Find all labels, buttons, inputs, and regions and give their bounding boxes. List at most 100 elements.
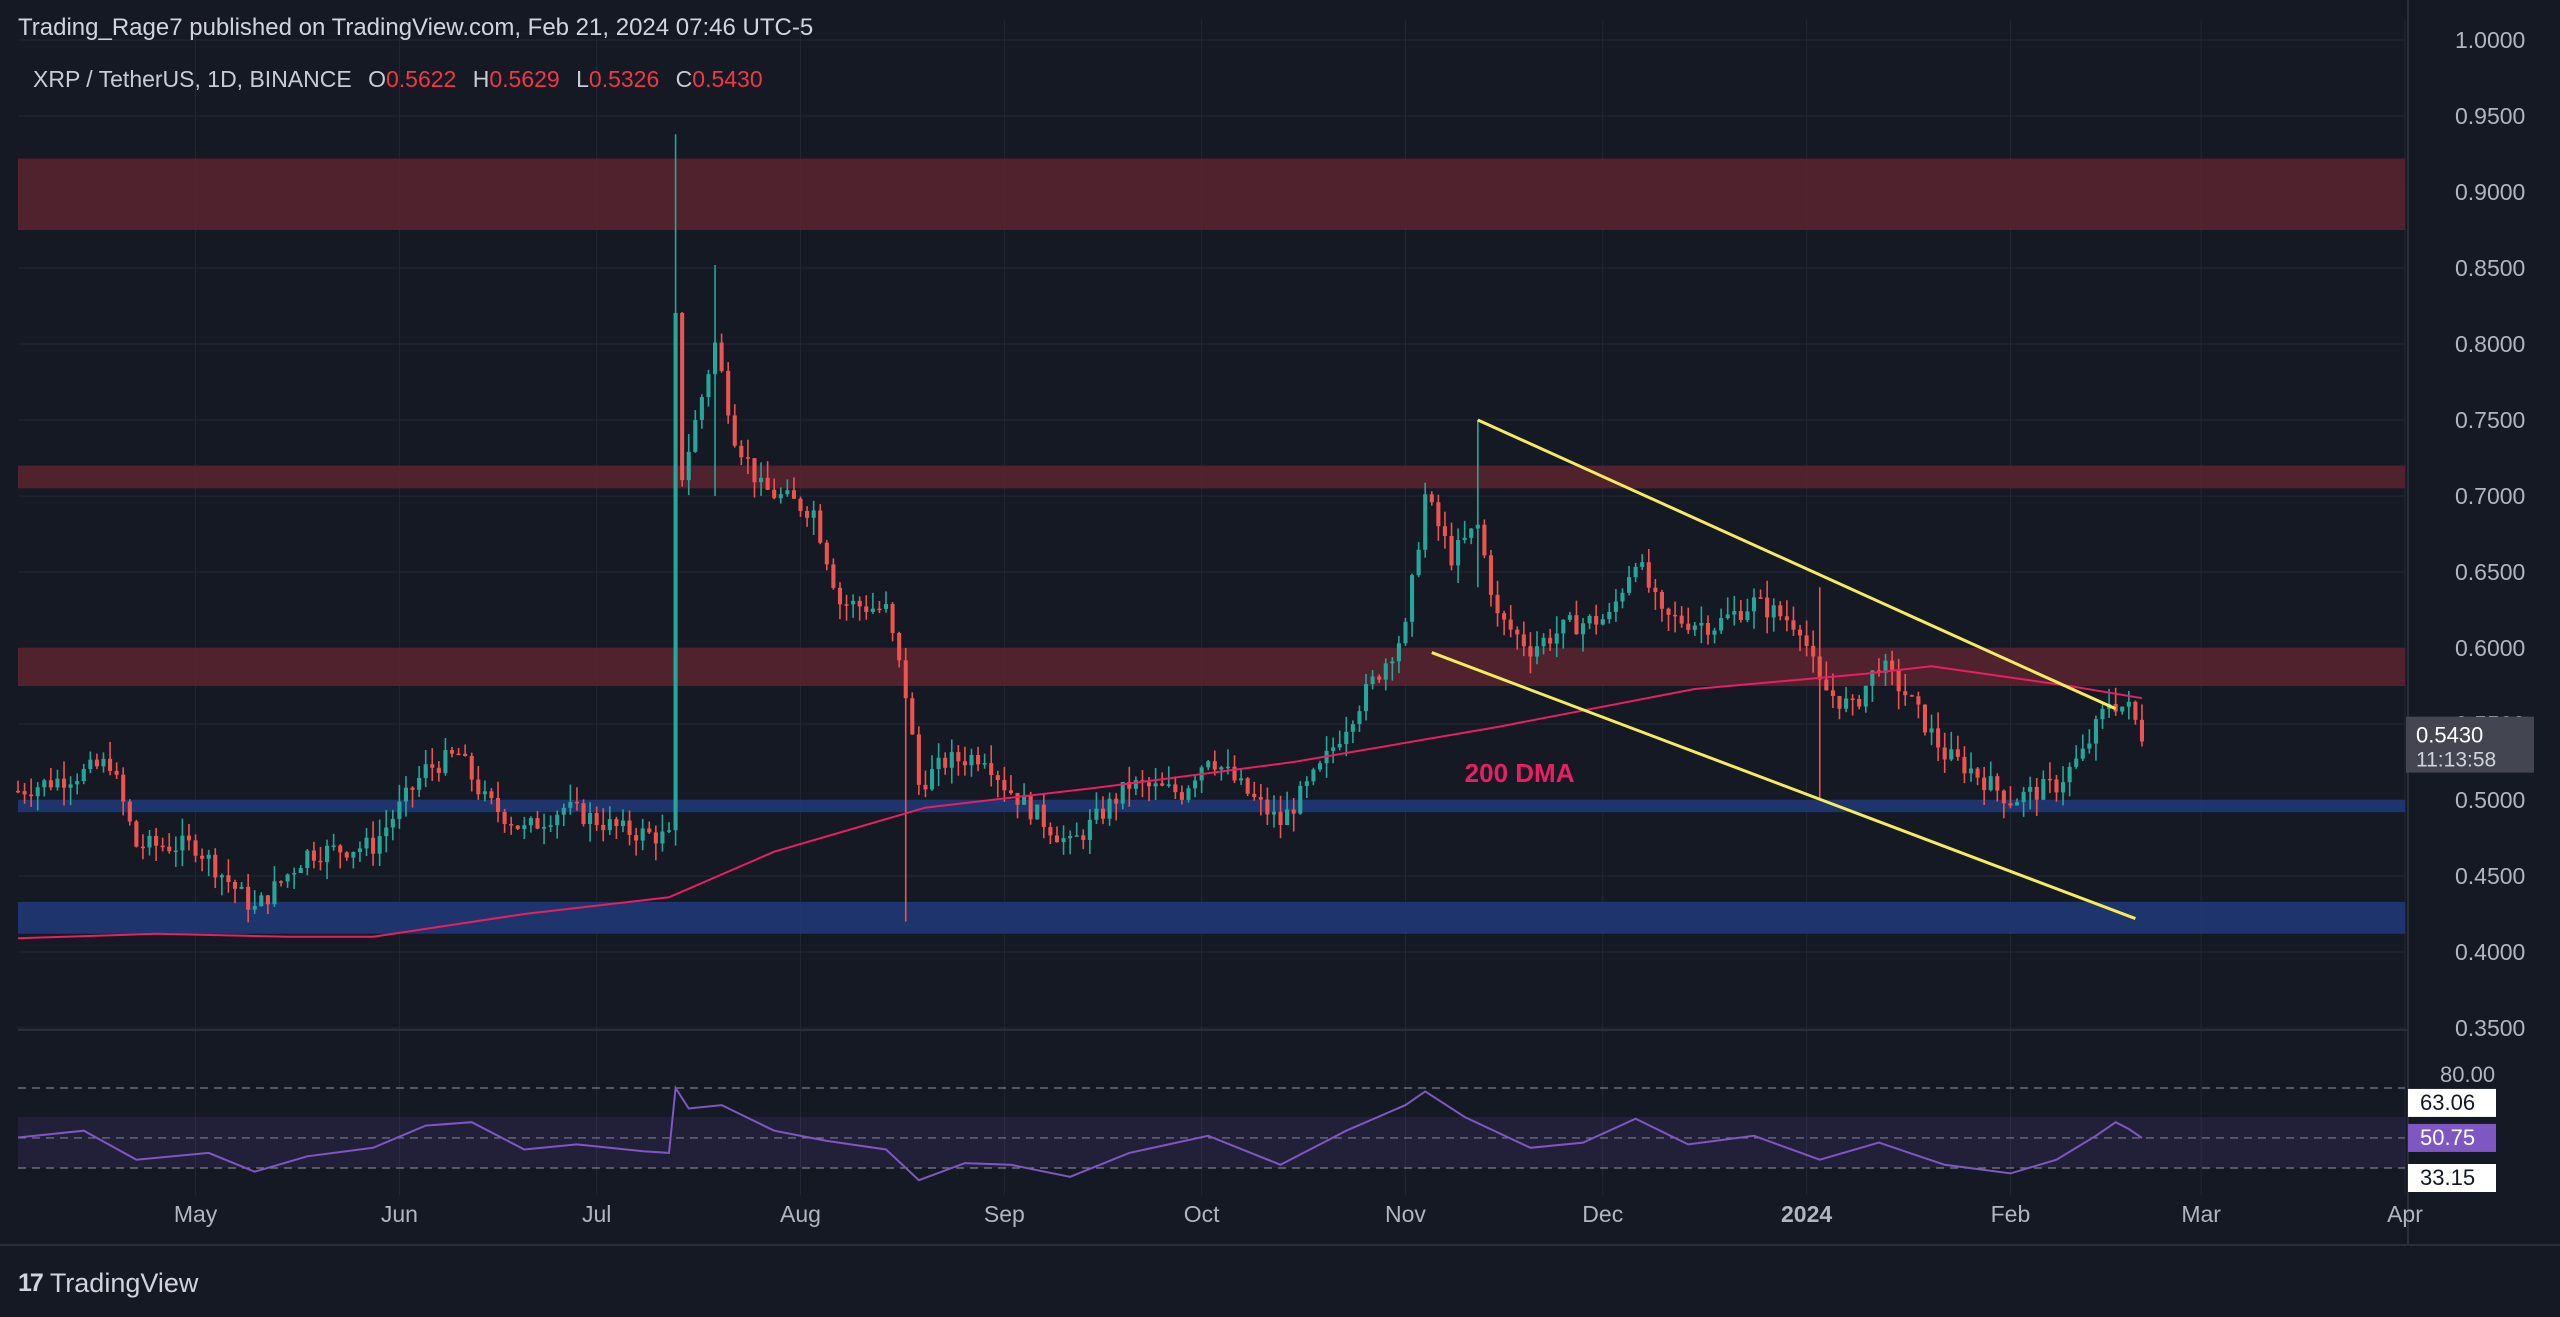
- candle-body[interactable]: [680, 312, 685, 481]
- candle-body[interactable]: [1206, 761, 1211, 768]
- candle-body[interactable]: [2139, 719, 2145, 742]
- candle-body[interactable]: [1712, 630, 1717, 635]
- candle-body[interactable]: [213, 854, 218, 878]
- candle-body[interactable]: [1146, 782, 1152, 787]
- candle-body[interactable]: [2041, 778, 2046, 800]
- candle-body[interactable]: [1258, 797, 1263, 800]
- candle-body[interactable]: [1607, 611, 1612, 620]
- candle-body[interactable]: [837, 587, 843, 605]
- candle-body[interactable]: [449, 750, 455, 754]
- candle-body[interactable]: [759, 477, 764, 483]
- candle-body[interactable]: [686, 451, 691, 481]
- candle-body[interactable]: [1114, 798, 1119, 804]
- candle-body[interactable]: [1331, 747, 1336, 751]
- candle-body[interactable]: [154, 835, 159, 846]
- candle-body[interactable]: [2061, 782, 2066, 793]
- candle-body[interactable]: [68, 784, 73, 788]
- candle-body[interactable]: [180, 835, 185, 851]
- candle-body[interactable]: [2074, 758, 2079, 767]
- candle-body[interactable]: [752, 458, 757, 483]
- candle-body[interactable]: [1988, 776, 1993, 791]
- candle-body[interactable]: [1482, 524, 1487, 556]
- candle-body[interactable]: [75, 781, 80, 785]
- candle-body[interactable]: [1666, 608, 1671, 615]
- candle-body[interactable]: [588, 812, 593, 825]
- candle-body[interactable]: [443, 750, 448, 774]
- candle-body[interactable]: [108, 758, 113, 771]
- candle-body[interactable]: [1212, 761, 1217, 770]
- candle-body[interactable]: [1673, 614, 1678, 617]
- candle-body[interactable]: [1456, 540, 1461, 566]
- candle-body[interactable]: [167, 846, 172, 852]
- candle-body[interactable]: [1791, 620, 1796, 630]
- candle-body[interactable]: [489, 791, 494, 799]
- candle-body[interactable]: [831, 564, 836, 588]
- candle-body[interactable]: [1173, 784, 1178, 793]
- candle-body[interactable]: [2087, 743, 2092, 749]
- candle-body[interactable]: [1508, 619, 1513, 630]
- candle-body[interactable]: [239, 886, 244, 889]
- candle-body[interactable]: [1784, 616, 1789, 621]
- candle-body[interactable]: [1061, 838, 1066, 843]
- candle-body[interactable]: [42, 780, 47, 788]
- candle-body[interactable]: [1048, 827, 1053, 836]
- candle-body[interactable]: [1160, 783, 1165, 786]
- candle-body[interactable]: [581, 803, 586, 825]
- candle-body[interactable]: [923, 784, 928, 790]
- candle-body[interactable]: [15, 790, 21, 793]
- candle-body[interactable]: [35, 787, 40, 797]
- candle-body[interactable]: [2047, 778, 2052, 781]
- candle-body[interactable]: [278, 881, 284, 883]
- candle-body[interactable]: [173, 850, 178, 852]
- candle-body[interactable]: [1239, 778, 1244, 781]
- candle-body[interactable]: [1817, 656, 1822, 680]
- candle-body[interactable]: [1936, 728, 1941, 748]
- candle-body[interactable]: [397, 801, 402, 819]
- candle-body[interactable]: [877, 608, 882, 611]
- candle-body[interactable]: [1370, 676, 1375, 685]
- candle-body[interactable]: [568, 801, 573, 808]
- candle-body[interactable]: [1291, 809, 1296, 814]
- candle-body[interactable]: [1646, 562, 1651, 588]
- candle-body[interactable]: [423, 764, 428, 778]
- candle-body[interactable]: [1541, 637, 1546, 647]
- candle-body[interactable]: [653, 832, 658, 844]
- candle-body[interactable]: [647, 828, 652, 833]
- candle-body[interactable]: [1942, 747, 1947, 760]
- candle-body[interactable]: [1429, 494, 1434, 503]
- candle-body[interactable]: [1903, 691, 1908, 696]
- candle-body[interactable]: [121, 774, 126, 802]
- candle-body[interactable]: [798, 498, 803, 511]
- candle-body[interactable]: [660, 831, 665, 844]
- candle-body[interactable]: [561, 807, 566, 815]
- candle-body[interactable]: [1469, 528, 1474, 538]
- candle-body[interactable]: [1857, 698, 1862, 707]
- candle-body[interactable]: [94, 759, 99, 767]
- candle-body[interactable]: [1909, 695, 1914, 697]
- candle-body[interactable]: [666, 830, 672, 832]
- candle-body[interactable]: [811, 510, 816, 518]
- candle-body[interactable]: [1087, 819, 1092, 840]
- candle-body[interactable]: [1962, 756, 1967, 774]
- candle-body[interactable]: [929, 769, 935, 790]
- candle-body[interactable]: [772, 489, 777, 499]
- candle-body[interactable]: [745, 457, 750, 459]
- candle-body[interactable]: [956, 752, 961, 762]
- candle-body[interactable]: [2014, 802, 2020, 806]
- candle-body[interactable]: [186, 835, 192, 841]
- candle-body[interactable]: [785, 490, 790, 495]
- candle-body[interactable]: [1771, 605, 1776, 618]
- candle-body[interactable]: [219, 875, 224, 878]
- candle-body[interactable]: [1561, 619, 1566, 634]
- candle-body[interactable]: [1574, 615, 1579, 635]
- candle-body[interactable]: [88, 759, 93, 769]
- candle-body[interactable]: [430, 764, 435, 768]
- candle-body[interactable]: [377, 836, 382, 854]
- candle-body[interactable]: [1844, 698, 1849, 709]
- candle-body[interactable]: [2001, 790, 2006, 804]
- candle-body[interactable]: [522, 825, 527, 829]
- candle-body[interactable]: [890, 604, 895, 634]
- candle-body[interactable]: [1008, 790, 1013, 794]
- candle-body[interactable]: [693, 420, 698, 452]
- candle-body[interactable]: [1929, 728, 1934, 733]
